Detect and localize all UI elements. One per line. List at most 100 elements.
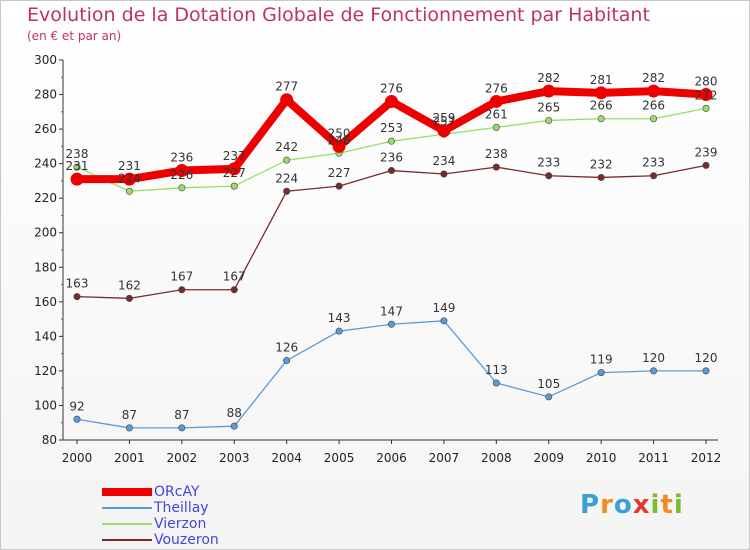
data-point-vierzon [597, 115, 605, 123]
logo-letter: P [580, 490, 601, 520]
data-point-orcay [699, 88, 713, 102]
y-tick-label: 180 [34, 260, 57, 274]
legend-swatch [102, 539, 152, 541]
data-label-theillay: 120 [642, 351, 665, 365]
data-point-vouzeron [387, 167, 395, 175]
data-label-vierzon: 257 [432, 114, 455, 128]
data-point-vouzeron [283, 187, 291, 195]
data-label-theillay: 92 [69, 399, 84, 413]
data-label-vierzon: 238 [66, 147, 89, 161]
data-point-vouzeron [492, 163, 500, 171]
y-tick-label: 220 [34, 191, 57, 205]
data-label-vierzon: 265 [537, 100, 560, 114]
data-point-vouzeron [125, 294, 133, 302]
data-point-orcay [542, 84, 556, 98]
data-label-orcay: 276 [380, 81, 403, 95]
data-label-vouzeron: 233 [642, 156, 665, 170]
data-point-orcay [489, 94, 503, 108]
y-tick-label: 280 [34, 88, 57, 102]
data-label-vouzeron: 234 [432, 154, 455, 168]
data-point-vierzon [230, 182, 238, 190]
series-line-theillay [76, 320, 707, 429]
data-point-vierzon [283, 156, 291, 164]
data-label-theillay: 143 [328, 311, 351, 325]
data-label-theillay: 149 [432, 301, 455, 315]
logo-letter: o [613, 490, 633, 520]
data-point-orcay [175, 164, 189, 178]
x-tick-label: 2005 [324, 451, 355, 465]
data-label-vouzeron: 238 [485, 147, 508, 161]
data-label-vouzeron: 239 [695, 145, 718, 159]
y-tick-label: 240 [34, 157, 57, 171]
data-point-vouzeron [335, 182, 343, 190]
data-point-theillay [545, 393, 553, 401]
data-point-theillay [178, 424, 186, 432]
data-label-vierzon: 266 [590, 99, 613, 113]
data-point-theillay [73, 415, 81, 423]
legend-item-theillay: Theillay [102, 500, 302, 516]
data-point-orcay [647, 84, 661, 98]
logo-letter: i [650, 490, 661, 520]
data-point-theillay [125, 424, 133, 432]
data-label-orcay: 281 [590, 73, 613, 87]
chart-title: Evolution de la Dotation Globale de Fonc… [27, 4, 650, 26]
proxiti-logo: Proxiti [580, 490, 684, 520]
data-point-vierzon [545, 116, 553, 124]
legend-label: Vouzeron [154, 532, 219, 548]
y-tick-label: 120 [34, 364, 57, 378]
data-label-vierzon: 242 [275, 140, 298, 154]
logo-letter: r [600, 490, 614, 520]
data-label-theillay: 119 [590, 353, 613, 367]
data-label-vierzon: 246 [328, 133, 351, 147]
data-point-vouzeron [178, 286, 186, 294]
legend-label: Vierzon [154, 516, 207, 532]
y-tick-label: 100 [34, 398, 57, 412]
data-point-orcay [437, 124, 451, 138]
data-label-vouzeron: 167 [223, 270, 246, 284]
data-label-vouzeron: 163 [66, 277, 89, 291]
y-tick-label: 200 [34, 226, 57, 240]
x-tick-label: 2004 [271, 451, 302, 465]
data-label-theillay: 120 [695, 351, 718, 365]
legend-swatch [102, 488, 152, 496]
data-label-orcay: 231 [118, 159, 141, 173]
data-label-orcay: 231 [66, 159, 89, 173]
data-label-theillay: 88 [227, 406, 242, 420]
data-point-vouzeron [702, 161, 710, 169]
data-label-vierzon: 266 [642, 99, 665, 113]
data-label-theillay: 126 [275, 341, 298, 355]
data-label-vierzon: 261 [485, 107, 508, 121]
data-point-vouzeron [545, 172, 553, 180]
data-point-theillay [283, 357, 291, 365]
x-tick-label: 2001 [114, 451, 145, 465]
data-point-vierzon [702, 104, 710, 112]
data-label-vouzeron: 162 [118, 278, 141, 292]
legend-label: ORcAY [154, 484, 200, 500]
data-point-theillay [702, 367, 710, 375]
y-tick-label: 160 [34, 295, 57, 309]
legend-item-orcay: ORcAY [102, 484, 302, 500]
data-label-vierzon: 226 [170, 168, 193, 182]
x-tick-label: 2008 [481, 451, 512, 465]
data-point-orcay [594, 86, 608, 100]
x-tick-label: 2006 [376, 451, 407, 465]
x-tick-label: 2002 [167, 451, 198, 465]
data-point-theillay [597, 369, 605, 377]
data-label-orcay: 259 [432, 111, 455, 125]
data-label-vierzon: 224 [118, 171, 141, 185]
data-point-theillay [387, 320, 395, 328]
data-point-theillay [335, 327, 343, 335]
data-label-orcay: 236 [170, 151, 193, 165]
data-point-orcay [280, 93, 294, 107]
data-label-orcay: 250 [328, 126, 351, 140]
data-point-theillay [492, 379, 500, 387]
data-label-theillay: 87 [122, 408, 137, 422]
legend-item-vouzeron: Vouzeron [102, 532, 302, 548]
data-point-vouzeron [597, 173, 605, 181]
y-tick-label: 80 [42, 433, 57, 447]
x-tick-label: 2007 [429, 451, 460, 465]
data-label-orcay: 280 [695, 75, 718, 89]
data-label-theillay: 147 [380, 304, 403, 318]
data-point-vouzeron [650, 172, 658, 180]
data-label-vierzon: 227 [223, 166, 246, 180]
